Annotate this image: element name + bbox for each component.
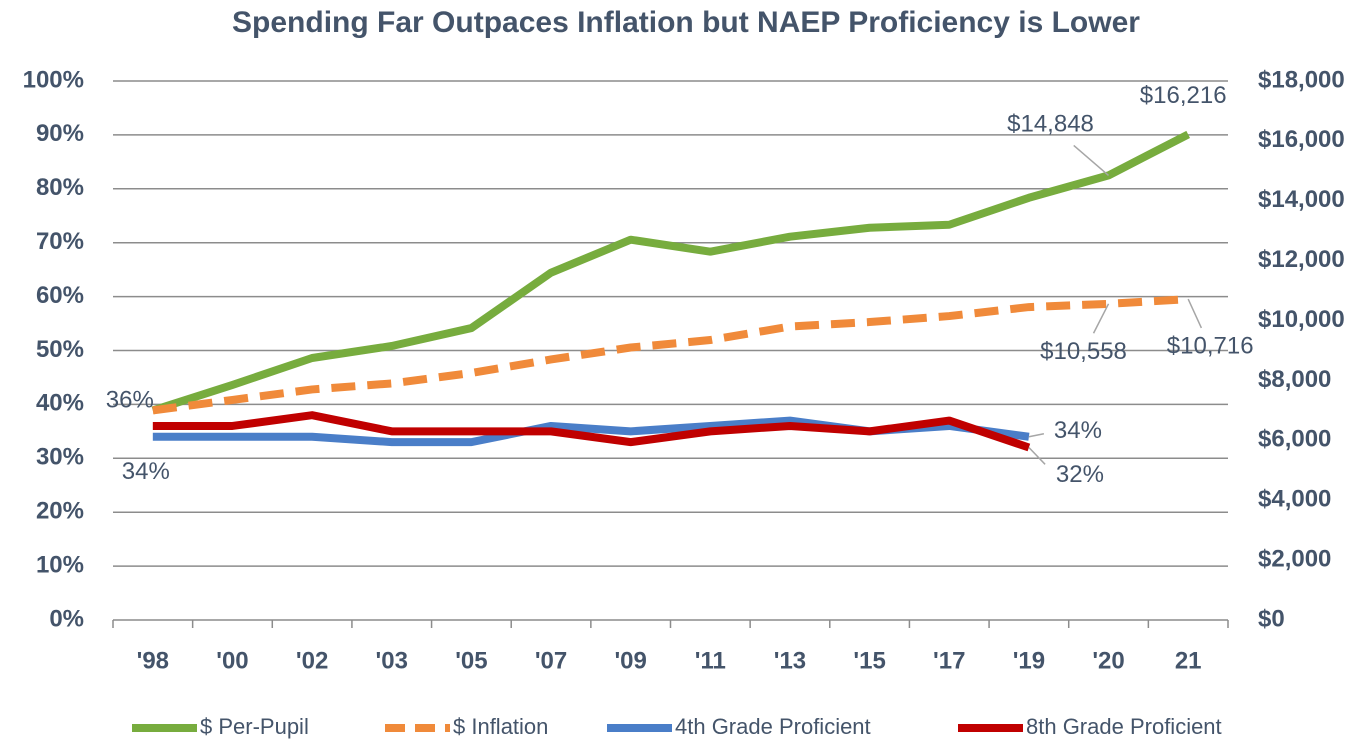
x-tick-label: '07 [535,647,567,674]
y-tick-label: 80% [36,174,84,201]
value-label: $16,216 [1140,82,1227,109]
value-label: $10,558 [1040,338,1127,365]
leader-line [1187,298,1203,329]
legend-label: 8th Grade Proficient [1026,714,1222,739]
x-tick-label: 21 [1175,647,1202,674]
y2-tick-label: $16,000 [1258,126,1345,153]
x-tick-label: '20 [1092,647,1124,674]
y-tick-label: 30% [36,444,84,471]
y-tick-label: 70% [36,228,84,255]
series-line [152,295,1189,415]
y2-tick-label: $6,000 [1258,426,1331,453]
x-tick-label: '15 [853,647,885,674]
series-line [152,411,1031,452]
y-tick-label: 20% [36,498,84,525]
y-tick-label: 90% [36,120,84,147]
y2-tick-label: $4,000 [1258,486,1331,513]
legend-label: 4th Grade Proficient [675,714,871,739]
leader-line [1028,446,1046,465]
x-tick-label: '17 [933,647,965,674]
series-line [151,130,1191,415]
y-tick-label: 100% [23,66,84,93]
y2-tick-label: $12,000 [1258,246,1345,273]
chart-title: Spending Far Outpaces Inflation but NAEP… [232,6,1140,39]
value-label: 36% [106,386,154,413]
y2-tick-label: $8,000 [1258,366,1331,393]
x-tick-label: '02 [296,647,328,674]
y-tick-label: 10% [36,551,84,578]
y2-tick-label: $14,000 [1258,186,1345,213]
y-tick-label: 0% [49,605,84,632]
y2-tick-label: $18,000 [1258,66,1345,93]
x-tick-label: '09 [614,647,646,674]
value-label: $14,848 [1007,111,1094,138]
legend-label: $ Per-Pupil [200,714,309,739]
x-tick-label: '00 [216,647,248,674]
y-tick-label: 50% [36,336,84,363]
y-tick-label: 40% [36,390,84,417]
y2-tick-label: $0 [1258,605,1285,632]
x-tick-label: '98 [137,647,169,674]
value-label: 34% [1054,417,1102,444]
x-tick-label: '05 [455,647,487,674]
value-label: 34% [122,458,170,485]
x-tick-label: '11 [695,647,726,674]
y2-tick-label: $2,000 [1258,545,1331,572]
leader-line [1092,303,1110,334]
value-label: 32% [1056,461,1104,488]
legend-label: $ Inflation [453,714,548,739]
value-label: $10,716 [1167,332,1254,359]
x-tick-label: '03 [376,647,408,674]
y-tick-label: 60% [36,282,84,309]
y2-tick-label: $10,000 [1258,306,1345,333]
leader-line [1073,144,1110,176]
x-tick-label: '19 [1013,647,1045,674]
leader-line [1028,433,1045,438]
x-tick-label: '13 [774,647,806,674]
